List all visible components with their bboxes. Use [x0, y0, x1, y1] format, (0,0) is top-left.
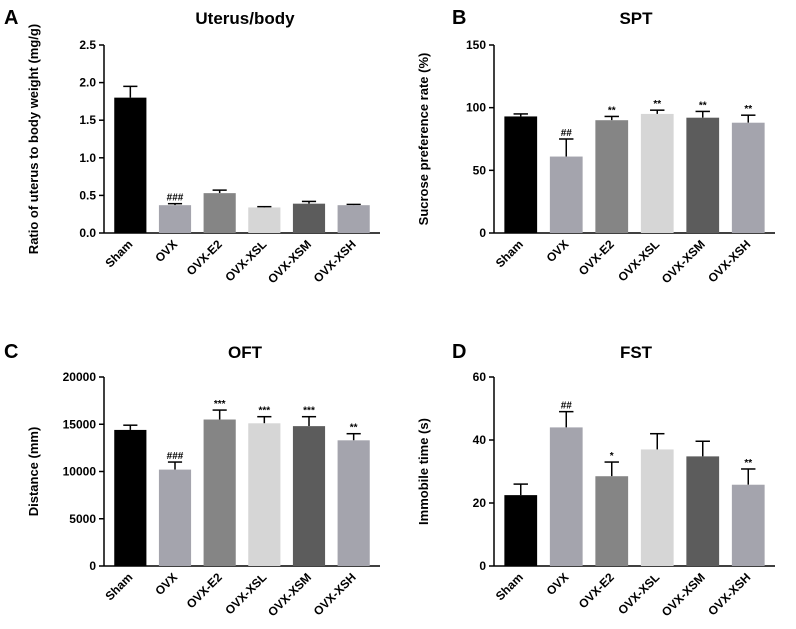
significance-label-b: ##	[561, 128, 573, 139]
x-tick-label-b: OVX-XSH	[705, 237, 753, 285]
bar-a-ovx-xsm	[292, 203, 326, 233]
x-tick-label-c: OVX-XSH	[311, 570, 359, 618]
y-tick-label-c: 5000	[69, 512, 96, 526]
y-tick-label-c: 0	[89, 559, 96, 573]
significance-label-b: **	[744, 104, 752, 115]
x-tick-label-c: OVX-XSL	[222, 570, 269, 617]
significance-label-c: ***	[258, 406, 270, 417]
x-tick-label-d: OVX-XSM	[659, 570, 708, 619]
y-tick-label-b: 0	[479, 226, 486, 240]
x-tick-label-b: OVX	[544, 237, 572, 265]
y-tick-label-c: 15000	[63, 417, 97, 431]
bar-c-ovx-xsm	[292, 426, 326, 566]
bar-b-ovx-e2	[595, 120, 629, 233]
bar-a-ovx-e2	[203, 193, 236, 233]
y-axis-label-c: Distance (mm)	[26, 427, 41, 517]
bar-c-ovx	[158, 469, 192, 566]
bar-d-ovx-xsh	[731, 484, 765, 566]
bar-b-sham	[504, 116, 538, 233]
bar-d-ovx-xsm	[686, 456, 720, 566]
significance-label-c: **	[350, 423, 358, 434]
panel-d: D FST Immobile time (s) 0 20 40 60 Sham ## OVX * OV…	[416, 341, 775, 619]
bar-a-ovx-xsl	[248, 207, 281, 233]
panel-letter-d: D	[452, 341, 466, 363]
bar-b-ovx-xsl	[640, 113, 674, 233]
x-tick-label-d: OVX	[544, 570, 572, 598]
y-tick-label-c: 20000	[63, 370, 97, 384]
significance-label-c: ###	[167, 451, 184, 462]
chart-title-d: FST	[620, 343, 653, 362]
x-tick-label-c: Sham	[102, 570, 135, 603]
significance-label-d: **	[744, 458, 752, 469]
x-tick-label-a: OVX-XSM	[265, 237, 314, 286]
y-axis-label-a: Ratio of uterus to body weight (mg/g)	[26, 24, 41, 254]
panel-letter-b: B	[452, 7, 466, 29]
x-tick-label-d: OVX-XSH	[705, 570, 753, 618]
bar-b-ovx	[549, 156, 583, 233]
bar-d-ovx-e2	[595, 476, 629, 566]
panel-a: A Uterus/body Ratio of uterus to body weig…	[4, 7, 380, 286]
significance-label-d: *	[610, 451, 614, 462]
bar-c-ovx-e2	[203, 419, 236, 566]
significance-label-b: **	[699, 100, 707, 111]
panel-letter-c: C	[4, 341, 18, 363]
y-tick-label-a: 0.0	[79, 226, 96, 240]
x-tick-label-a: Sham	[102, 237, 135, 270]
chart-title-a: Uterus/body	[195, 9, 295, 28]
x-tick-label-b: OVX-XSL	[615, 237, 662, 284]
bar-d-ovx	[549, 427, 583, 566]
y-tick-label-a: 1.5	[79, 113, 96, 127]
significance-label-b: **	[608, 105, 616, 116]
y-tick-label-a: 2.5	[79, 38, 96, 52]
y-tick-label-a: 2.0	[79, 76, 96, 90]
significance-label-b: **	[653, 99, 661, 110]
y-axis-label-d: Immobile time (s)	[416, 418, 431, 525]
bar-b-ovx-xsh	[731, 122, 765, 233]
y-tick-label-b: 150	[466, 38, 486, 52]
significance-label-a: ###	[167, 193, 184, 204]
panel-letter-a: A	[4, 7, 18, 29]
panel-b: B SPT Sucrose preference rate (%) 0 50 100 150…	[416, 7, 775, 286]
bar-d-sham	[504, 495, 538, 566]
x-tick-label-d: Sham	[493, 570, 526, 603]
x-tick-label-b: OVX-XSM	[659, 237, 708, 286]
y-tick-label-d: 40	[473, 433, 487, 447]
x-tick-label-a: OVX-XSH	[311, 237, 359, 285]
y-tick-label-d: 60	[473, 370, 487, 384]
significance-label-c: ***	[214, 399, 226, 410]
x-tick-label-b: OVX-E2	[576, 237, 617, 278]
bar-c-ovx-xsh	[337, 440, 370, 566]
bar-a-ovx	[158, 205, 192, 233]
significance-label-d: ##	[561, 401, 573, 412]
x-tick-label-c: OVX	[152, 570, 180, 598]
bar-a-sham	[114, 97, 147, 233]
bar-b-ovx-xsm	[686, 117, 720, 233]
y-tick-label-d: 20	[473, 496, 487, 510]
chart-title-b: SPT	[619, 9, 653, 28]
y-axis-label-b: Sucrose preference rate (%)	[416, 53, 431, 226]
y-tick-label-a: 0.5	[79, 188, 96, 202]
y-tick-label-c: 10000	[63, 465, 97, 479]
y-tick-label-b: 50	[473, 163, 487, 177]
panel-c: C OFT Distance (mm) 0 5000 10000 15000 20000 Sha…	[4, 341, 380, 619]
x-tick-label-b: Sham	[493, 237, 526, 270]
x-tick-label-a: OVX-XSL	[222, 237, 269, 284]
bar-a-ovx-xsh	[337, 205, 370, 233]
x-tick-label-a: OVX-E2	[184, 237, 225, 278]
x-tick-label-d: OVX-XSL	[615, 570, 662, 617]
x-tick-label-d: OVX-E2	[576, 570, 617, 611]
bar-c-ovx-xsl	[248, 423, 281, 566]
bar-d-ovx-xsl	[640, 449, 674, 566]
bar-c-sham	[114, 429, 147, 566]
x-tick-label-c: OVX-XSM	[265, 570, 314, 619]
chart-title-c: OFT	[228, 343, 263, 362]
y-tick-label-d: 0	[479, 559, 486, 573]
x-tick-label-c: OVX-E2	[184, 570, 225, 611]
y-tick-label-b: 100	[466, 101, 486, 115]
y-tick-label-a: 1.0	[79, 151, 96, 165]
significance-label-c: ***	[303, 406, 315, 417]
x-tick-label-a: OVX	[152, 237, 180, 265]
